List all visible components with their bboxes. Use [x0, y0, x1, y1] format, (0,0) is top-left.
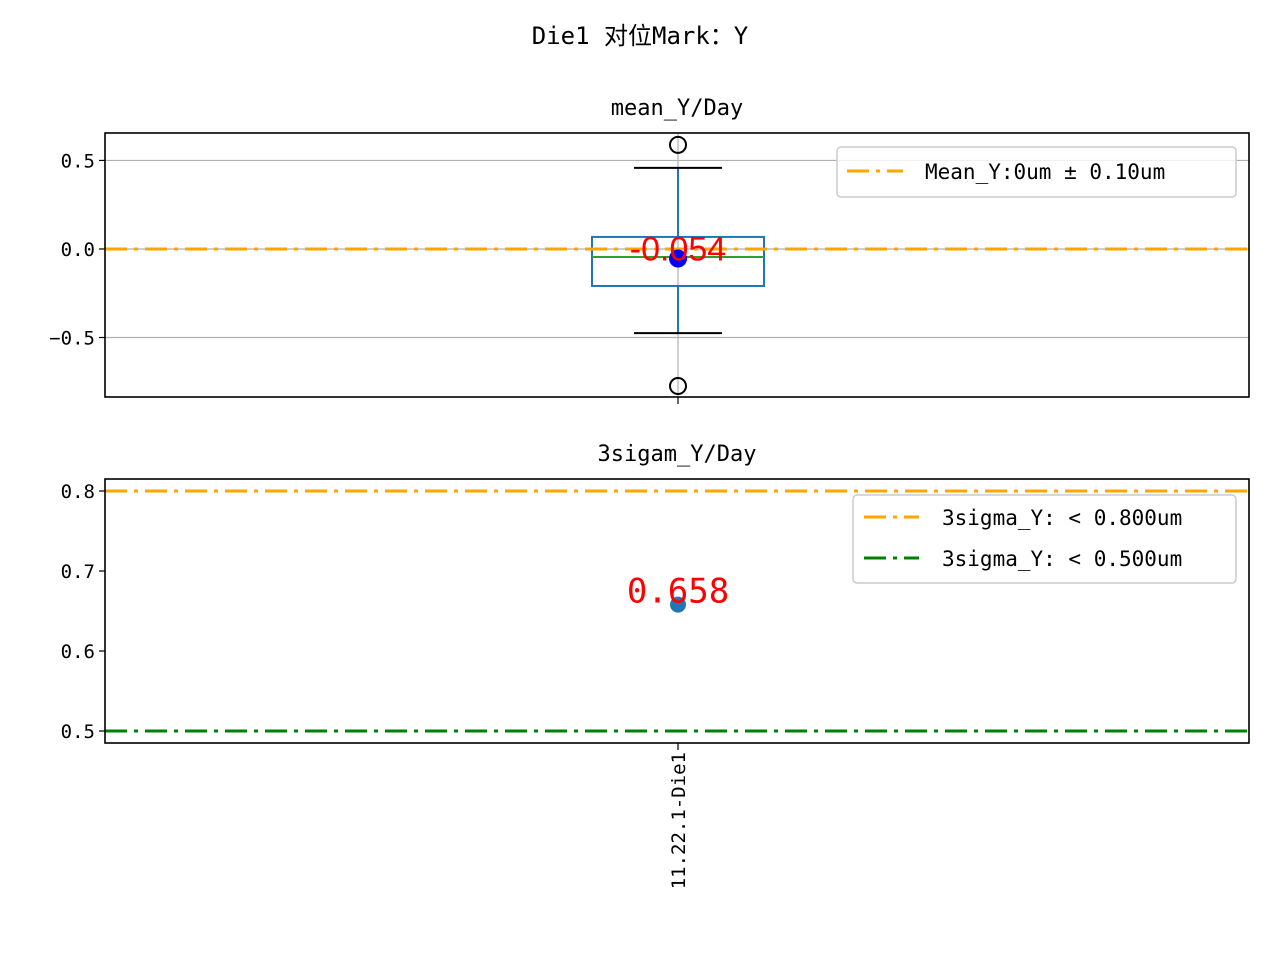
flier-point [669, 135, 687, 154]
box [591, 235, 765, 287]
y-tick-label: 0.5 [61, 721, 95, 743]
bottom-axes: 0.8 0.7 0.6 0.5 0.658 3sigma_Y: < 0.800um 3sig… [61, 478, 1250, 889]
top-axes: 0.5 0.0 −0.5 -0.054 Mean_Y:0um ± 0.10um [49, 132, 1250, 404]
y-tick-label: 0.7 [61, 561, 95, 583]
y-tick-label: 0.5 [61, 150, 95, 172]
top-title: mean_Y/Day [611, 96, 743, 121]
x-tick-label: 11.22.1-Die1 [668, 752, 690, 889]
axes-frame [104, 132, 1250, 398]
y-tick-label: 0.0 [61, 239, 95, 261]
flier-point [669, 377, 687, 396]
legend-label: Mean_Y:0um ± 0.10um [925, 160, 1165, 184]
y-tick-label: 0.6 [61, 641, 95, 663]
axes-frame [104, 478, 1250, 744]
bottom-title: 3sigam_Y/Day [598, 442, 757, 467]
suptitle: Die1 对位Mark：Y [532, 22, 749, 50]
legend [836, 146, 1237, 198]
y-tick-label: 0.8 [61, 481, 95, 503]
mean-value-label: -0.054 [630, 231, 726, 269]
legend-label: 3sigma_Y: < 0.500um [942, 547, 1182, 571]
data-point [670, 596, 686, 613]
legend-label: 3sigma_Y: < 0.800um [942, 506, 1182, 530]
mean-point [669, 249, 687, 268]
legend [852, 494, 1237, 584]
y-tick-label: −0.5 [49, 328, 95, 350]
value-label: 0.658 [627, 572, 729, 612]
